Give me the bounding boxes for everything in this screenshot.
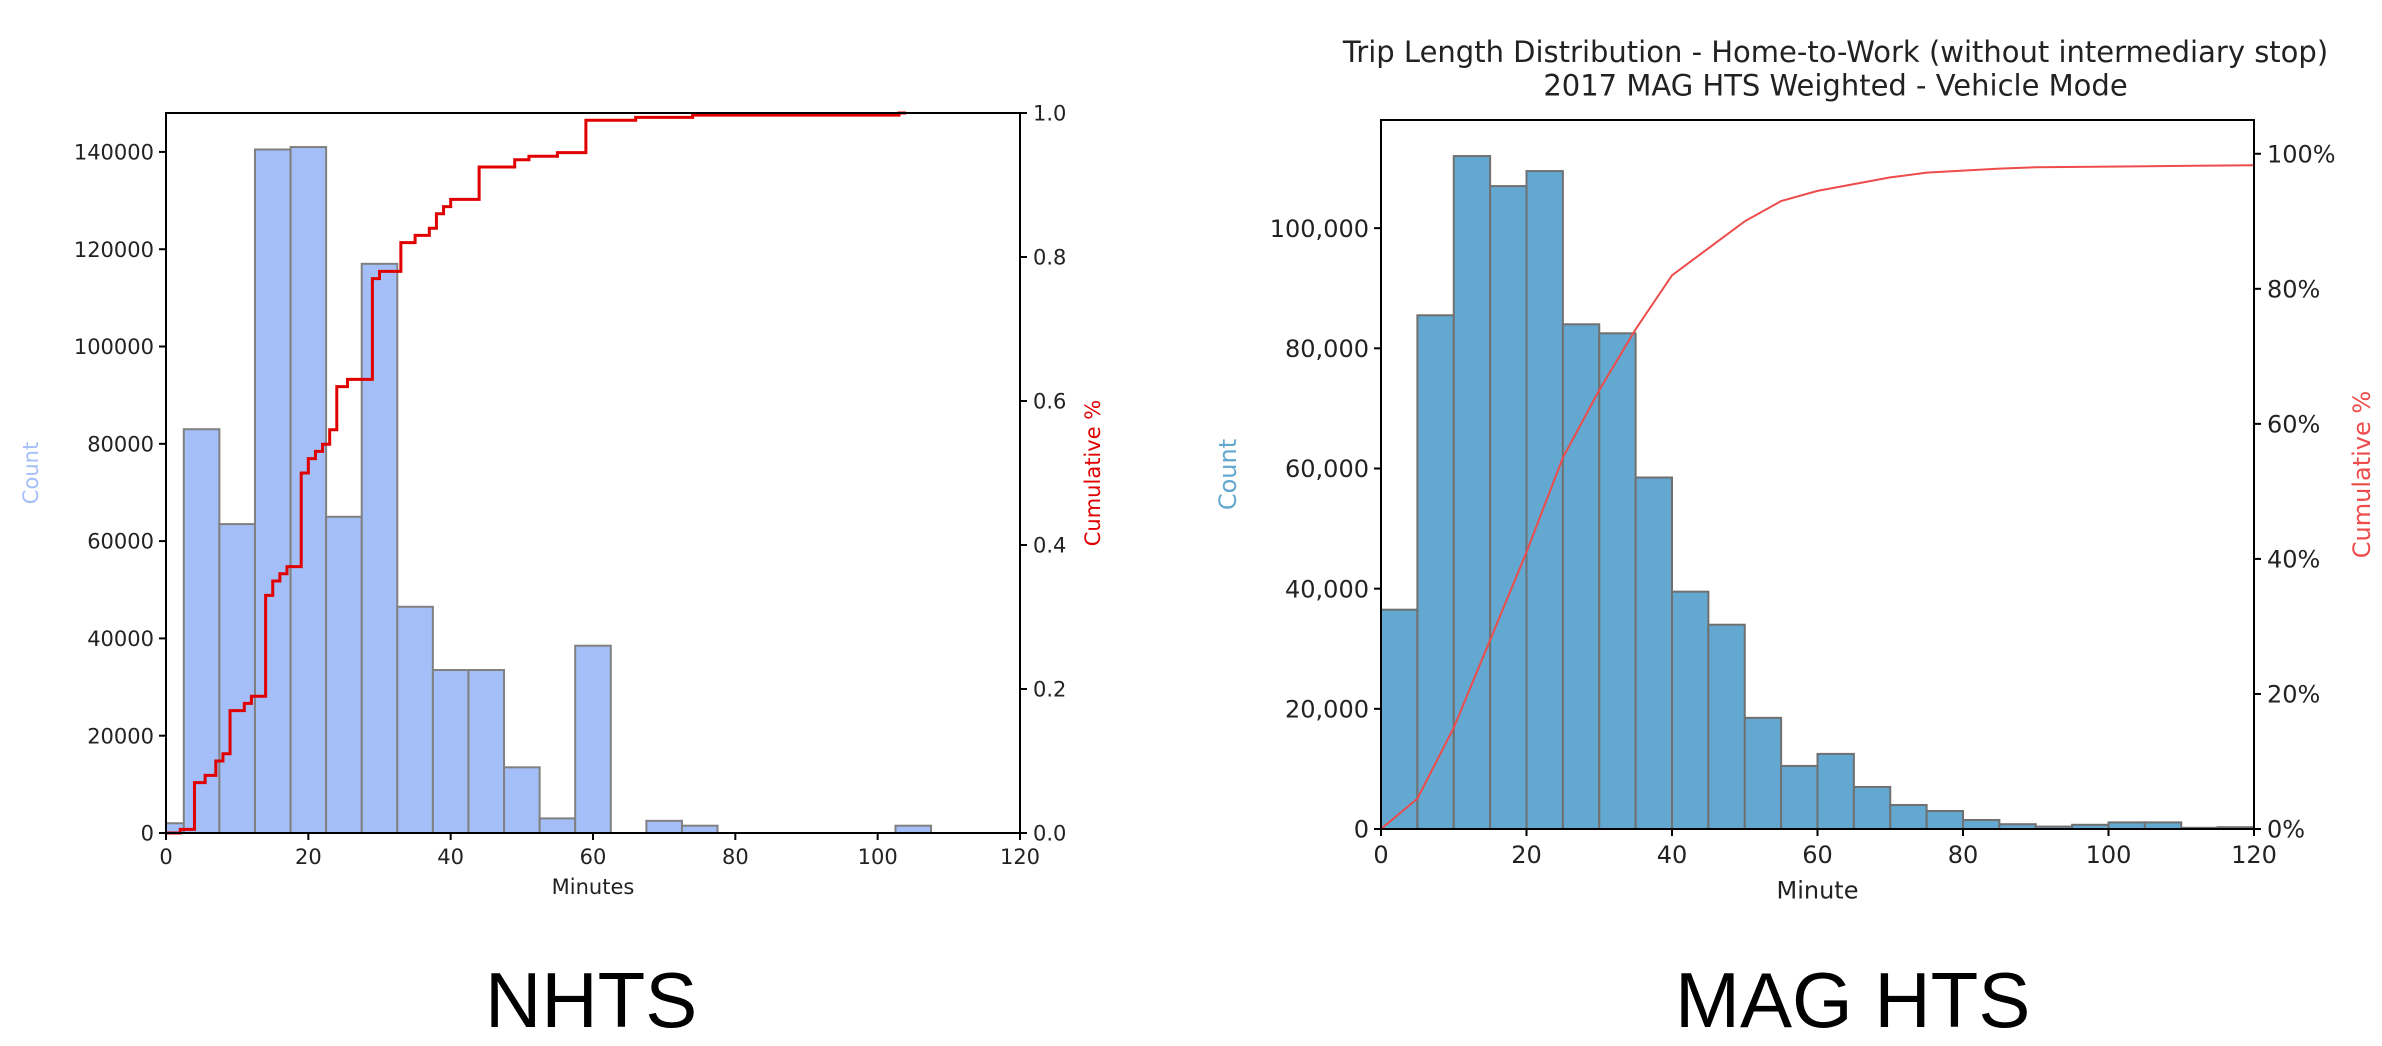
histogram-bar [289, 146, 328, 834]
y-axis-label: Count [19, 442, 43, 504]
x-tick-label: 100 [2086, 841, 2132, 869]
histogram-bar [645, 819, 683, 834]
histogram-bar [431, 669, 470, 835]
histogram-bar [1380, 608, 1419, 830]
y-tick-label: 0 [1354, 816, 1369, 844]
x-tick-label: 40 [1657, 841, 1688, 869]
histogram-bar [1743, 716, 1783, 830]
histogram-bar [1452, 155, 1492, 830]
y2-axis-label: Cumulative % [2348, 391, 2376, 558]
x-tick-label: 80 [1948, 841, 1979, 869]
x-tick-label: 60 [1802, 841, 1833, 869]
histogram-bar [894, 824, 933, 834]
y2-tick-label: 1.0 [1033, 102, 1066, 126]
histogram-bar [503, 766, 541, 835]
y2-tick-label: 100% [2267, 140, 2336, 168]
y2-tick-label: 20% [2267, 681, 2320, 709]
y-axis-label: Count [1214, 439, 1242, 510]
y-tick-label: 60,000 [1285, 455, 1369, 483]
x-axis-label: Minute [1777, 877, 1859, 905]
histogram-bar [218, 523, 256, 834]
histogram-bar [574, 644, 612, 834]
y2-tick-label: 0.2 [1033, 678, 1066, 702]
histogram-bar [1780, 764, 1819, 830]
x-tick-label: 60 [580, 845, 607, 869]
histogram-bar [396, 605, 434, 835]
y2-tick-label: 80% [2267, 275, 2320, 303]
y2-tick-label: 0.6 [1033, 390, 1066, 414]
y-tick-label: 140000 [74, 140, 154, 164]
histogram-bar [1962, 818, 2001, 831]
histogram-bar [1416, 314, 1455, 830]
y-tick-label: 100000 [74, 335, 154, 359]
histogram-bar [1707, 623, 1746, 830]
y-tick-label: 20000 [87, 724, 154, 748]
x-axis-label: Minutes [552, 875, 635, 899]
cumulative-line [166, 111, 907, 835]
y2-tick-label: 0.0 [1033, 822, 1066, 846]
histogram-bar [360, 262, 399, 835]
histogram-bar [538, 817, 577, 834]
mag-hts-chart: 0 20 40 60 80 100 120 0 20,000 40,000 60,000 80,000… [1214, 35, 2376, 905]
mag-hts-caption: MAG HTS [1675, 956, 2031, 1044]
histogram-bar [325, 515, 363, 835]
y2-tick-label: 0.8 [1033, 246, 1066, 270]
histogram-bar [1889, 803, 1928, 831]
y2-axis-label: Cumulative % [1081, 400, 1105, 547]
histogram-bar [1852, 785, 1892, 830]
y-tick-label: 80,000 [1285, 335, 1369, 363]
y2-tick-label: 60% [2267, 410, 2320, 438]
x-tick-label: 80 [722, 845, 749, 869]
y-tick-label: 100,000 [1270, 215, 1369, 243]
x-tick-label: 120 [1000, 845, 1040, 869]
x-tick-label: 0 [1373, 841, 1388, 869]
histogram-bar [1671, 590, 1710, 831]
y-tick-label: 40000 [87, 627, 154, 651]
histogram-bar [1489, 185, 1528, 831]
nhts-chart: 0 20 40 60 80 100 120 0 20000 40000 60000 80000 1000… [19, 102, 1105, 899]
histogram-bar [467, 669, 506, 835]
x-tick-label: 0 [159, 845, 172, 869]
y2-tick-label: 0% [2267, 816, 2305, 844]
y-tick-label: 120000 [74, 238, 154, 262]
histogram-bar [253, 148, 292, 834]
y-tick-label: 60000 [87, 530, 154, 554]
histogram-bar [1816, 752, 1855, 830]
cumulative-line [1380, 164, 2255, 830]
nhts-caption: NHTS [485, 956, 698, 1044]
x-tick-label: 20 [1511, 841, 1542, 869]
x-tick-label: 100 [858, 845, 898, 869]
chart-title: Trip Length Distribution - Home-to-Work … [1342, 35, 2328, 69]
histogram-bar [1925, 809, 1964, 830]
y-tick-label: 0 [141, 822, 154, 846]
y2-tick-label: 40% [2267, 546, 2320, 574]
y-tick-label: 20,000 [1285, 695, 1369, 723]
histogram-bar [1561, 323, 1601, 830]
chart-subtitle: 2017 MAG HTS Weighted - Vehicle Mode [1543, 68, 2127, 102]
y-tick-label: 40,000 [1285, 575, 1369, 603]
histogram-bar [182, 428, 221, 834]
histogram-bar [680, 824, 719, 834]
y2-tick-label: 0.4 [1033, 534, 1066, 558]
histogram-bar [1525, 170, 1564, 831]
histogram-bar [1634, 476, 1673, 830]
x-tick-label: 20 [295, 845, 322, 869]
x-tick-label: 120 [2231, 841, 2277, 869]
histogram-bar [1598, 332, 1637, 830]
y-tick-label: 80000 [87, 432, 154, 456]
x-tick-label: 40 [437, 845, 464, 869]
